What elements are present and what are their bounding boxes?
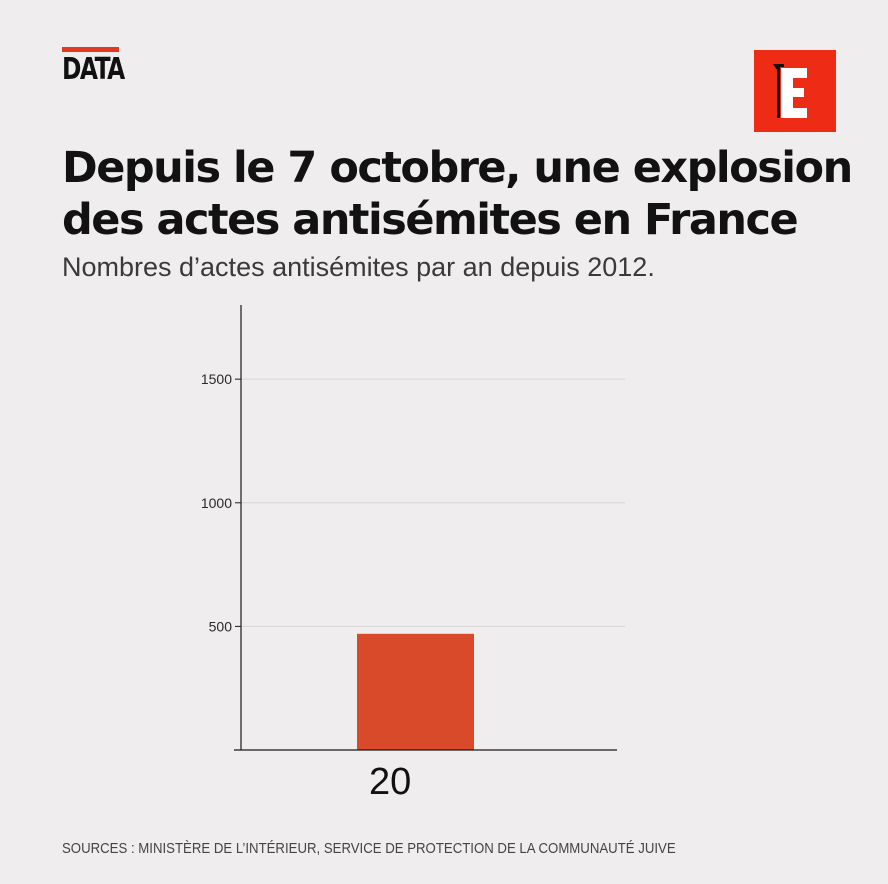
bar-chart: 500 1000 1500 20 — [201, 305, 625, 803]
section-tag: DATA — [62, 47, 141, 87]
y-tick-label: 1500 — [201, 371, 232, 387]
publisher-logo — [754, 50, 836, 132]
y-tick-label: 500 — [209, 618, 233, 634]
chart-title-line-1: Depuis le 7 octobre, une explosion — [62, 143, 853, 193]
chart-subtitle: Nombres d’actes antisémites par an depui… — [62, 252, 655, 282]
x-axis-labels: 20 — [369, 761, 411, 803]
logo-e-icon — [773, 64, 807, 118]
grid-lines — [241, 378, 625, 627]
bars — [357, 633, 474, 750]
chart-title-line-2: des actes antisémites en France — [62, 195, 799, 245]
section-tag-label: DATA — [62, 52, 125, 87]
x-category-label: 20 — [369, 761, 411, 803]
y-tick-label: 1000 — [201, 495, 232, 511]
y-axis-ticks: 500 1000 1500 — [201, 371, 241, 634]
sources-note: SOURCES : MINISTÈRE DE L’INTÉRIEUR, SERV… — [62, 840, 676, 857]
bar-2012 — [357, 633, 474, 750]
section-tag-bar — [62, 47, 119, 52]
chart-title: Depuis le 7 octobre, une explosion des a… — [62, 142, 862, 246]
